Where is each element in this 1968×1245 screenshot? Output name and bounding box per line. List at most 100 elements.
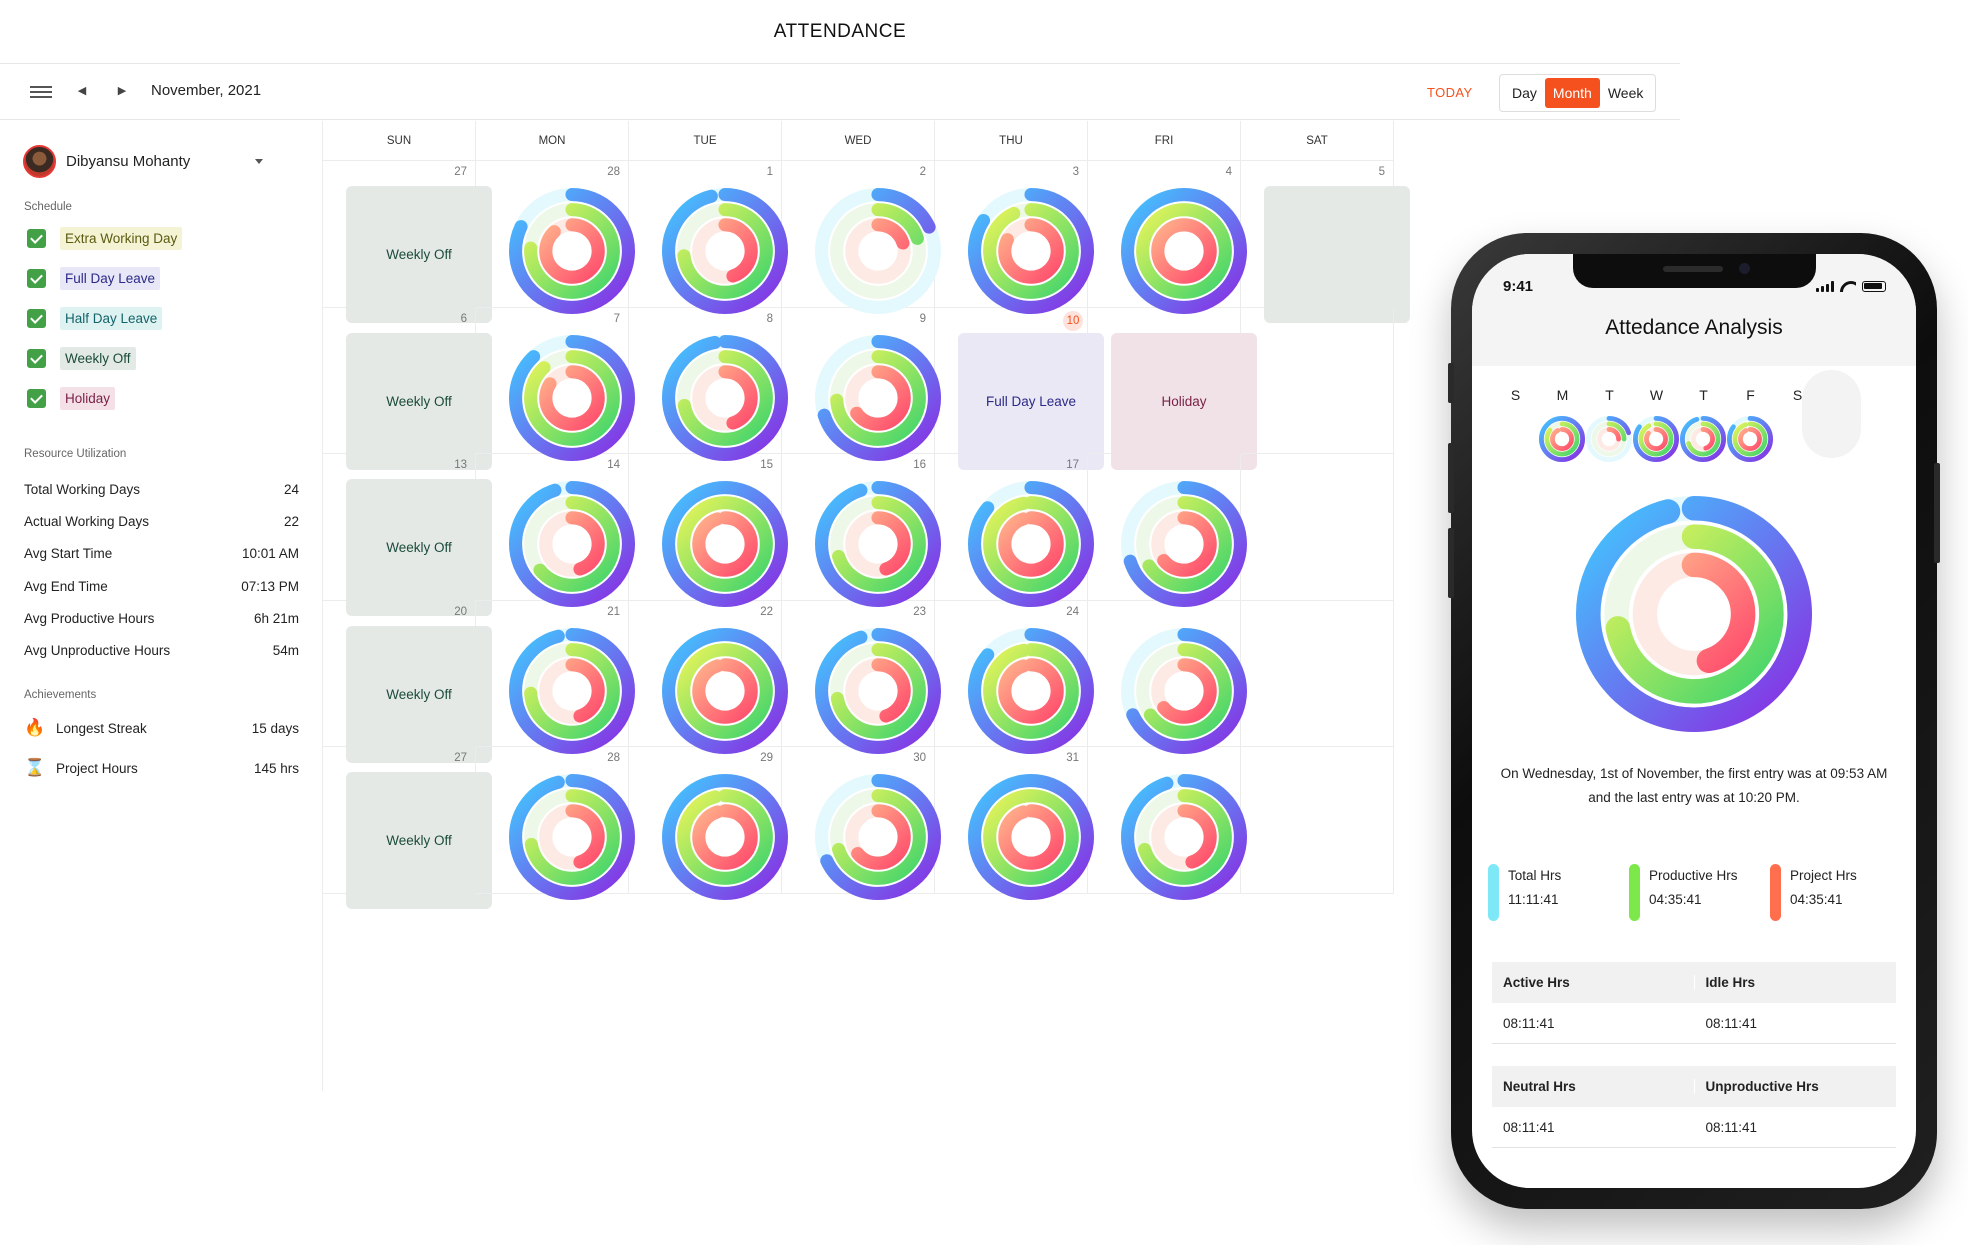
chevron-down-icon[interactable] [255, 159, 263, 164]
activity-ring[interactable] [509, 774, 635, 901]
activity-ring[interactable] [815, 334, 941, 461]
day-status-block[interactable] [1264, 186, 1410, 323]
activity-ring[interactable] [1121, 627, 1247, 754]
week-day-letter[interactable]: F [1746, 387, 1755, 403]
hamburger-menu-icon[interactable] [30, 83, 52, 101]
checkbox-checked-icon[interactable] [27, 389, 46, 408]
activity-ring[interactable] [1121, 481, 1247, 608]
calendar-day-cell[interactable]: 6 Weekly Off [323, 307, 492, 470]
day-status-block[interactable]: Weekly Off [346, 772, 492, 910]
calendar-day-cell[interactable]: 16 [782, 454, 941, 608]
schedule-filter-extra-working-day[interactable]: Extra Working Day [27, 227, 183, 250]
activity-ring[interactable] [662, 627, 788, 754]
week-day-ring[interactable] [1633, 416, 1679, 462]
checkbox-checked-icon[interactable] [27, 309, 46, 328]
calendar-day-cell[interactable]: Holiday [1088, 307, 1257, 470]
calendar-day-cell[interactable]: 1 [629, 161, 788, 314]
activity-ring[interactable] [815, 188, 941, 314]
calendar-day-cell[interactable]: 27 Weekly Off [323, 161, 492, 323]
calendar-day-cell[interactable]: 14 [476, 454, 635, 608]
activity-ring[interactable] [815, 481, 941, 608]
week-day-letter[interactable]: W [1649, 387, 1664, 403]
week-day-ring[interactable] [1539, 416, 1585, 462]
chevron-right-icon[interactable]: ▶ [117, 85, 127, 97]
view-month-button[interactable]: Month [1544, 78, 1600, 108]
checkbox-checked-icon[interactable] [27, 229, 46, 248]
achievement-value: 15 days [251, 720, 299, 736]
week-day-ring[interactable] [1680, 416, 1726, 462]
chevron-left-icon[interactable]: ◀ [77, 85, 87, 97]
calendar-day-cell[interactable]: 9 [782, 307, 941, 461]
calendar-day-cell[interactable] [1088, 747, 1247, 901]
activity-ring[interactable] [815, 627, 941, 754]
calendar-day-cell[interactable]: 17 [935, 454, 1094, 608]
checkbox-checked-icon[interactable] [27, 349, 46, 368]
calendar-day-cell[interactable]: 28 [476, 161, 635, 314]
user-selector[interactable]: Dibyansu Mohanty [23, 145, 190, 178]
calendar-day-cell[interactable]: 22 [629, 600, 788, 754]
activity-ring[interactable] [815, 774, 941, 901]
day-status-block[interactable]: Weekly Off [346, 332, 492, 470]
week-day-letter[interactable]: T [1699, 387, 1708, 403]
view-day-button[interactable]: Day [1512, 85, 1537, 101]
calendar-day-cell[interactable] [1241, 600, 1394, 748]
activity-ring[interactable] [662, 188, 788, 314]
calendar-day-cell[interactable]: 24 [935, 600, 1094, 754]
activity-ring[interactable] [509, 481, 635, 608]
schedule-filter-weekly-off[interactable]: Weekly Off [27, 347, 136, 370]
activity-ring[interactable] [968, 481, 1094, 608]
achievement-row: 🔥 Longest Streak 15 days [24, 718, 299, 738]
day-status-block[interactable]: Weekly Off [346, 625, 492, 763]
day-status-block[interactable]: Weekly Off [346, 186, 492, 323]
day-status-block[interactable]: Holiday [1111, 332, 1257, 470]
calendar-day-cell[interactable]: 4 [1088, 161, 1247, 314]
calendar-day-cell[interactable]: 2 [782, 161, 941, 314]
calendar-day-cell[interactable] [1241, 454, 1394, 601]
week-day-ring[interactable] [1586, 416, 1632, 462]
calendar-day-cell[interactable]: 10 Full Day Leave [935, 307, 1104, 470]
activity-ring[interactable] [509, 334, 635, 461]
calendar-day-cell[interactable]: 28 [476, 747, 635, 901]
calendar-day-cell[interactable]: 27 Weekly Off [323, 747, 492, 910]
schedule-filter-holiday[interactable]: Holiday [27, 387, 116, 410]
schedule-filter-half-day-leave[interactable]: Half Day Leave [27, 307, 163, 330]
calendar-day-cell[interactable]: 15 [629, 454, 788, 608]
activity-ring[interactable] [509, 188, 635, 314]
calendar-day-cell[interactable]: 20 Weekly Off [323, 600, 492, 763]
schedule-filter-full-day-leave[interactable]: Full Day Leave [27, 267, 161, 290]
activity-ring[interactable] [509, 627, 635, 754]
day-status-block[interactable]: Full Day Leave [958, 332, 1104, 470]
day-status-block[interactable]: Weekly Off [346, 479, 492, 617]
calendar-day-cell[interactable]: 23 [782, 600, 941, 754]
week-day-letter[interactable]: M [1556, 387, 1569, 403]
calendar-day-cell[interactable] [1088, 600, 1247, 754]
checkbox-checked-icon[interactable] [27, 269, 46, 288]
calendar-day-cell[interactable] [1088, 454, 1247, 608]
activity-ring[interactable] [662, 334, 788, 461]
activity-ring[interactable] [1121, 774, 1247, 901]
calendar-day-cell[interactable] [1241, 747, 1394, 894]
activity-ring[interactable] [968, 774, 1094, 901]
activity-ring[interactable] [968, 188, 1094, 314]
week-day-letter[interactable]: S [1792, 387, 1803, 403]
activity-ring[interactable] [1121, 188, 1247, 314]
today-button[interactable]: TODAY [1427, 85, 1473, 100]
calendar-day-cell[interactable] [1241, 307, 1394, 455]
week-day-letter[interactable]: S [1510, 387, 1521, 403]
calendar-day-cell[interactable]: 13 Weekly Off [323, 454, 492, 617]
week-day-ring[interactable] [1727, 416, 1773, 462]
calendar-day-cell[interactable]: 8 [629, 307, 788, 461]
view-week-button[interactable]: Week [1607, 85, 1644, 101]
calendar-day-cell[interactable]: 5 [1241, 161, 1410, 323]
activity-ring[interactable] [662, 481, 788, 608]
activity-ring[interactable] [968, 627, 1094, 754]
week-day-letter[interactable]: T [1605, 387, 1614, 403]
calendar-day-cell[interactable]: 30 [782, 747, 941, 901]
activity-ring[interactable] [662, 774, 788, 901]
project-hours-arc [845, 218, 911, 284]
calendar-day-cell[interactable]: 29 [629, 747, 788, 901]
calendar-day-cell[interactable]: 31 [935, 747, 1094, 901]
calendar-day-cell[interactable]: 7 [476, 307, 635, 461]
calendar-day-cell[interactable]: 3 [935, 161, 1094, 314]
calendar-day-cell[interactable]: 21 [476, 600, 635, 754]
